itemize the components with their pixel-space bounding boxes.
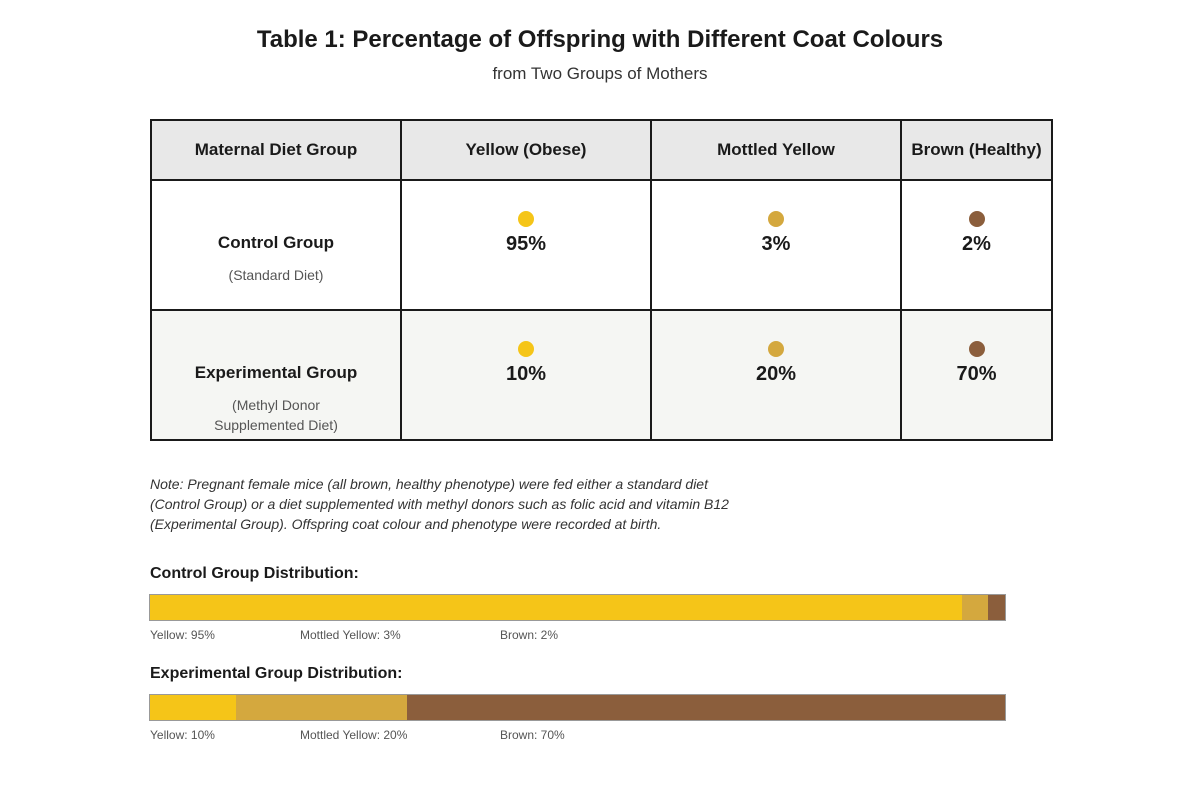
mottled-dot-icon (768, 211, 784, 227)
legend-brown: Brown: 70% (500, 728, 565, 742)
legend-mottled: Mottled Yellow: 3% (300, 628, 401, 642)
table-note: Note: Pregnant female mice (all brown, h… (150, 476, 729, 532)
bar-segment-brown (987, 595, 1005, 620)
experimental-distribution-label: Experimental Group Distribution: (150, 665, 403, 682)
bar-segment-yellow (150, 595, 963, 620)
brown-dot-icon (968, 341, 985, 357)
header-yellow: Yellow (Obese) (400, 119, 652, 181)
page-title: Table 1: Percentage of Offspring with Di… (256, 26, 944, 53)
brown-cell: 2% (900, 179, 1053, 311)
yellow-cell: 95% (400, 179, 652, 311)
table-header-row: Maternal Diet Group Yellow (Obese) Mottl… (150, 119, 1053, 181)
group-cell: Control Group (Standard Diet) (150, 179, 402, 311)
brown-percentage: 70% (956, 363, 997, 385)
coat-colour-table: Maternal Diet Group Yellow (Obese) Mottl… (150, 119, 1053, 441)
group-name: Experimental Group (194, 363, 358, 382)
bar-segment-mottled (962, 595, 988, 620)
brown-dot-icon (968, 211, 985, 227)
header-brown: Brown (Healthy) (900, 119, 1053, 181)
brown-cell: 70% (900, 309, 1053, 441)
group-description: (Standard Diet) (228, 267, 324, 283)
group-cell: Experimental Group (Methyl Donor Supplem… (150, 309, 402, 441)
yellow-percentage: 95% (505, 233, 547, 255)
bar-segment-yellow (150, 695, 236, 720)
yellow-dot-icon (518, 341, 534, 357)
page-subtitle: from Two Groups of Mothers (492, 64, 708, 83)
brown-percentage: 2% (962, 233, 991, 255)
control-distribution-label: Control Group Distribution: (150, 565, 359, 582)
experimental-distribution-bar (149, 694, 1006, 721)
legend-brown: Brown: 2% (500, 628, 559, 642)
legend-yellow: Yellow: 10% (150, 728, 215, 742)
header-mottled: Mottled Yellow (650, 119, 902, 181)
control-distribution-bar (149, 594, 1006, 621)
yellow-cell: 10% (400, 309, 652, 441)
table-row-control: Control Group (Standard Diet) 95% 3% 2% (150, 179, 1053, 311)
mottled-cell: 20% (650, 309, 902, 441)
mottled-percentage: 3% (761, 233, 791, 255)
mottled-percentage: 20% (755, 363, 797, 385)
table-row-experimental: Experimental Group (Methyl Donor Supplem… (150, 309, 1053, 441)
mottled-cell: 3% (650, 179, 902, 311)
yellow-percentage: 10% (505, 363, 547, 385)
mottled-dot-icon (768, 341, 784, 357)
group-name: Control Group (217, 233, 335, 252)
bar-segment-brown (406, 695, 1005, 720)
group-description: (Methyl Donor Supplemented Diet) (214, 397, 338, 433)
legend-yellow: Yellow: 95% (150, 628, 215, 642)
header-group: Maternal Diet Group (150, 119, 402, 181)
bar-segment-mottled (235, 695, 407, 720)
legend-mottled: Mottled Yellow: 20% (300, 728, 408, 742)
yellow-dot-icon (518, 211, 534, 227)
